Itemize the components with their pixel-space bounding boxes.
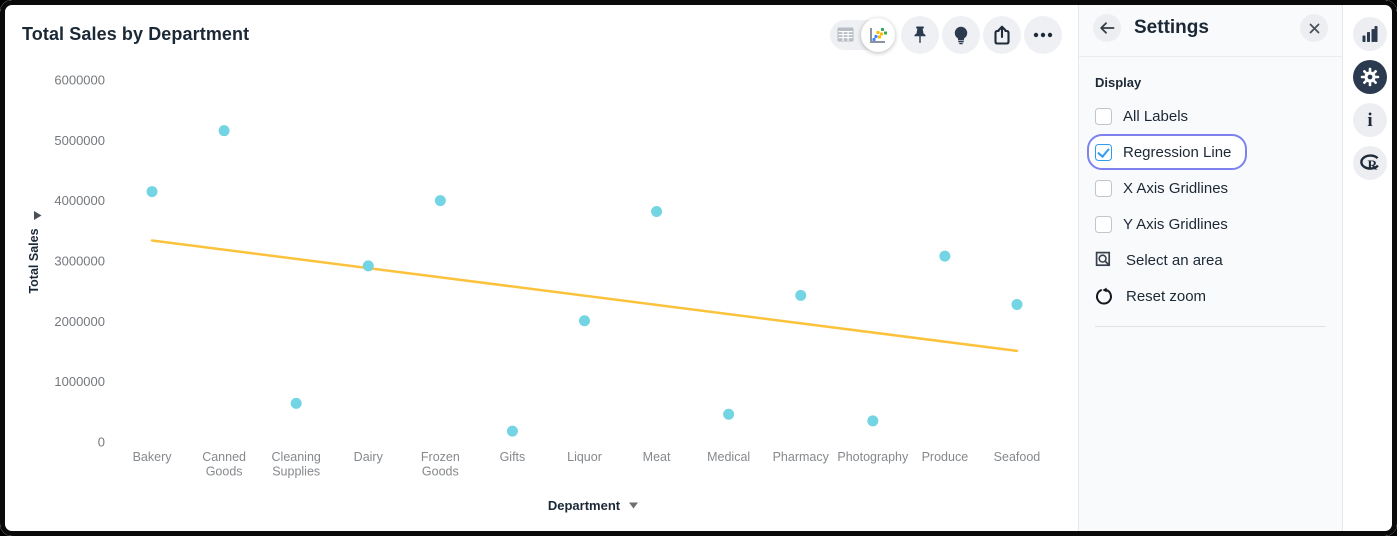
right-icon-rail: i R <box>1342 0 1397 536</box>
lightbulb-icon <box>954 26 968 45</box>
x-axis-gridlines-checkbox[interactable] <box>1095 179 1112 197</box>
data-point[interactable] <box>1011 298 1023 310</box>
scatter-chart[interactable]: 0 1000000 2000000 3000000 4000000 5000000 6000… <box>0 0 1078 536</box>
more-options-button[interactable] <box>1024 16 1062 54</box>
checkbox-row-y-axis-gridlines[interactable]: Y Axis Gridlines <box>1095 206 1228 242</box>
close-button[interactable] <box>1300 14 1328 42</box>
y-tick-label: 2000000 <box>54 314 105 329</box>
select-area-action[interactable]: Select an area <box>1095 242 1326 278</box>
x-tick-label: Frozen <box>421 450 460 464</box>
y-axis-label[interactable]: Total Sales <box>27 228 41 293</box>
info-button[interactable]: i <box>1353 103 1387 137</box>
reset-zoom-action[interactable]: Reset zoom <box>1095 278 1326 314</box>
arrow-left-icon <box>1100 22 1115 34</box>
back-button[interactable] <box>1093 14 1121 42</box>
info-icon: i <box>1367 109 1373 131</box>
bar-chart-icon <box>1362 26 1378 42</box>
y-axis-gridlines-checkbox[interactable] <box>1095 215 1112 233</box>
x-tick-label: Dairy <box>354 450 384 464</box>
x-tick-label: Photography <box>837 450 909 464</box>
ellipsis-icon <box>1033 32 1053 38</box>
x-tick-label: Goods <box>422 465 459 479</box>
checkbox-label: Regression Line <box>1123 143 1232 161</box>
action-label: Select an area <box>1126 251 1223 269</box>
checkbox-row-all-labels[interactable]: All Labels <box>1095 98 1188 134</box>
x-tick-label: Meat <box>643 450 671 464</box>
chart-title: Total Sales by Department <box>22 24 250 44</box>
regression-line-checkbox[interactable] <box>1095 143 1112 161</box>
reset-zoom-icon <box>1096 287 1112 305</box>
all-labels-checkbox[interactable] <box>1095 107 1112 125</box>
data-point[interactable] <box>579 315 590 327</box>
data-point[interactable] <box>723 408 735 420</box>
data-point[interactable] <box>290 397 302 409</box>
x-tick-label: Produce <box>922 450 969 464</box>
share-icon <box>994 25 1010 45</box>
table-icon[interactable] <box>837 27 854 47</box>
select-area-icon <box>1095 251 1111 267</box>
regression-line <box>150 239 1019 353</box>
checkbox-label: All Labels <box>1123 107 1189 125</box>
checkbox-row-regression-line[interactable]: Regression Line <box>1087 134 1248 170</box>
x-tick-label: Gifts <box>500 450 526 464</box>
x-tick-label: Cleaning <box>272 450 321 464</box>
x-tick-label: Supplies <box>272 465 320 479</box>
y-tick-label: 0 <box>98 435 105 450</box>
y-tick-label: 3000000 <box>54 254 105 269</box>
data-point[interactable] <box>506 425 518 437</box>
chart-area: Total Sales by Department 0 1000000 200000… <box>0 0 1078 536</box>
settings-panel-header: Settings <box>1079 0 1342 57</box>
share-button[interactable] <box>983 16 1021 54</box>
r-logo-icon: R <box>1360 154 1379 173</box>
svg-text:R: R <box>1368 158 1378 173</box>
y-tick-label: 4000000 <box>54 193 105 208</box>
checkbox-label: Y Axis Gridlines <box>1123 215 1228 233</box>
display-section-label: Display <box>1095 75 1142 90</box>
scatter-chart-icon[interactable] <box>861 18 895 52</box>
data-point[interactable] <box>651 206 663 218</box>
data-point[interactable] <box>867 415 879 427</box>
settings-panel-title: Settings <box>1134 17 1209 38</box>
x-tick-label: Medical <box>707 450 750 464</box>
close-icon <box>1309 23 1319 33</box>
chart-type-button[interactable] <box>1353 17 1387 51</box>
x-axis-dropdown-icon[interactable] <box>629 502 638 509</box>
insights-button[interactable] <box>942 16 980 54</box>
data-point[interactable] <box>939 250 951 262</box>
checkbox-row-x-axis-gridlines[interactable]: X Axis Gridlines <box>1095 170 1228 206</box>
action-label: Reset zoom <box>1126 287 1207 305</box>
x-tick-label: Goods <box>206 465 243 479</box>
y-tick-label: 5000000 <box>54 133 105 148</box>
panel-divider <box>1095 326 1326 327</box>
chart-toolbar <box>830 16 1062 54</box>
settings-gear-button[interactable] <box>1353 60 1387 94</box>
x-tick-label: Liquor <box>567 450 602 464</box>
x-tick-label: Bakery <box>133 450 173 464</box>
pin-button[interactable] <box>901 16 939 54</box>
settings-panel: Settings Display All Labels Regression L… <box>1078 0 1342 536</box>
data-point[interactable] <box>434 195 446 207</box>
data-point[interactable] <box>795 289 807 301</box>
y-axis-dropdown-icon[interactable] <box>34 211 42 220</box>
x-axis-label[interactable]: Department <box>548 498 621 513</box>
gear-icon <box>1360 67 1380 87</box>
settings-panel-body: Display All Labels Regression Line X Axi… <box>1079 57 1342 327</box>
data-point[interactable] <box>146 186 158 198</box>
x-tick-label: Pharmacy <box>773 450 830 464</box>
x-tick-label: Seafood <box>994 450 1041 464</box>
data-point[interactable] <box>218 125 230 137</box>
pin-icon <box>914 26 926 43</box>
checkbox-label: X Axis Gridlines <box>1123 179 1229 197</box>
y-tick-label: 1000000 <box>54 374 105 389</box>
view-toggle[interactable] <box>830 18 895 52</box>
y-tick-label: 6000000 <box>54 73 105 88</box>
x-tick-label: Canned <box>202 450 246 464</box>
r-language-button[interactable]: R <box>1353 146 1387 180</box>
data-point[interactable] <box>362 260 374 272</box>
